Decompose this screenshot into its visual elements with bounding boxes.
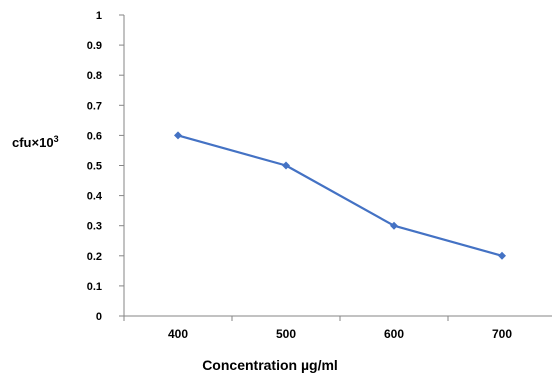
y-tick-label: 0.4	[87, 191, 103, 203]
data-point-marker	[174, 131, 182, 140]
x-tick-label: 600	[384, 327, 404, 341]
y-tick-label: 0.8	[87, 70, 102, 82]
y-tick-label: 0.9	[87, 40, 102, 52]
series-layer	[174, 131, 506, 260]
y-tick-label: 0.5	[87, 161, 102, 173]
y-tick-label: 0.7	[87, 100, 102, 112]
x-axis-title: Concentration µg/ml	[202, 357, 338, 373]
data-point-marker	[498, 251, 506, 260]
y-tick-label: 1	[96, 10, 102, 22]
y-axis-title: cfu×103	[12, 134, 59, 150]
x-tick-label: 700	[492, 327, 512, 341]
y-axis-title-base: cfu×10	[12, 135, 54, 150]
y-tick-label: 0.2	[87, 251, 102, 263]
y-tick-label: 0.6	[87, 130, 102, 142]
y-tick-label: 0	[96, 311, 102, 323]
y-axis-title-exponent: 3	[54, 134, 59, 144]
x-tick-label: 500	[276, 327, 296, 341]
y-tick-label: 0.1	[87, 281, 102, 293]
y-axis: 0 0.1 0.2 0.3 0.4 0.5 0.6 0.7 0.8 0.9 1	[87, 10, 125, 323]
y-tick-label: 0.3	[87, 221, 102, 233]
data-point-marker	[390, 221, 398, 230]
x-axis: 400 500 600 700	[123, 315, 552, 341]
x-tick-label: 400	[168, 327, 188, 341]
series-line	[177, 134, 503, 257]
data-point-marker	[282, 161, 290, 170]
